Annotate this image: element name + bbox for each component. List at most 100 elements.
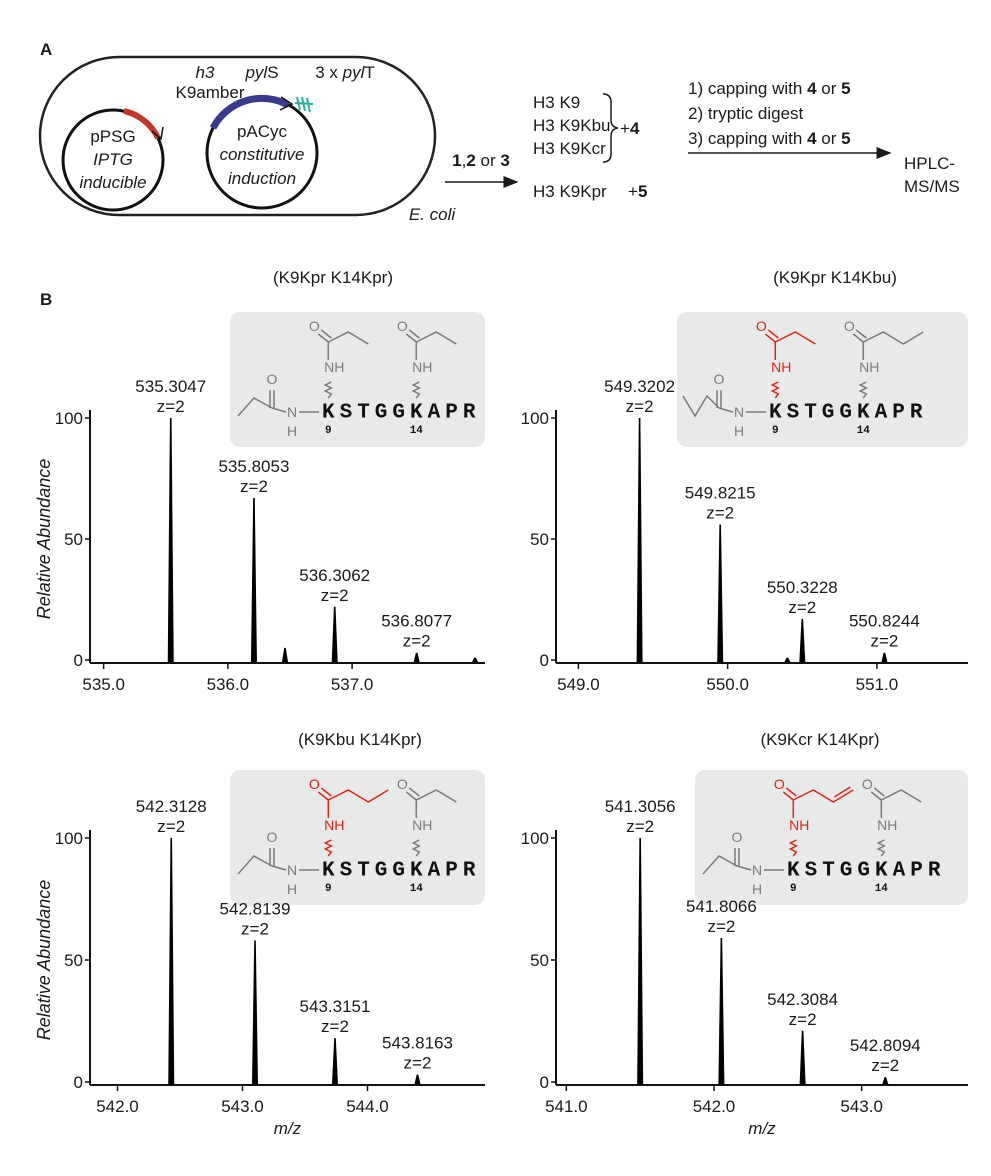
bond [764,329,779,343]
peak-label: 549.8215 [685,483,756,502]
bond [327,789,389,803]
atom-label: NH [859,359,879,375]
side-chain [411,839,421,857]
y-tick-label: 0 [74,651,83,670]
gene-part: 3 x [315,63,342,82]
y-tick-label: 50 [64,951,83,970]
peak [472,657,479,662]
step: 3) capping with 4 or 5 [688,129,851,148]
site-label: 9 [790,883,797,895]
plasmid-note: induction [228,169,296,188]
chart-title: (K9Kpr K14Kbu) [773,268,897,287]
gene-arc [209,94,290,130]
peak [413,652,420,662]
cap: +5 [628,182,647,201]
gene-label: K9amber [176,83,245,102]
atom-label: NH [412,359,432,375]
cell-outline [38,55,437,217]
gene-label: h3 [196,63,215,82]
peak-label: 536.3062 [299,566,370,585]
peak-label: 542.3128 [136,797,207,816]
atom-label: NH [877,817,897,833]
atom-label: O [862,776,873,792]
reagents: 1,2 or 3 [452,151,510,170]
gene-part: pyl [342,63,366,82]
plasmid-name: pPSG [90,127,135,146]
site-label: 9 [325,425,332,437]
product: H3 K9Kbu [533,116,611,135]
step-part: 4 [807,129,817,148]
gene-part: T [364,63,374,82]
brace [602,93,619,163]
x-tick-label: 544.0 [346,1097,389,1116]
atom-label: O [309,776,320,792]
charge-label: z=2 [321,1017,349,1036]
peak-label: 550.3228 [767,578,838,597]
peak-label: 536.8077 [381,612,452,631]
reagent: or [476,151,501,170]
charge-label: z=2 [870,632,898,651]
gene-part: S [267,63,278,82]
step-part: 4 [807,79,817,98]
x-axis-label: m/z [748,1119,776,1138]
x-tick-label: 541.0 [545,1097,588,1116]
side-chain [323,381,333,399]
atom-label: O [756,318,767,334]
y-tick-label: 50 [530,530,549,549]
bond [237,397,273,417]
step: 1) capping with 4 or 5 [688,79,851,98]
peak [881,652,888,662]
charge-label: z=2 [626,397,654,416]
bond [682,394,720,418]
bond [792,789,854,803]
x-axis-label: m/z [274,1119,302,1138]
inset-box [230,312,485,447]
bond [317,787,332,801]
peak [168,838,175,1084]
bond [833,786,851,798]
peak-label: 549.3202 [604,377,675,396]
bond [317,329,332,343]
x-tick-label: 550.0 [706,675,749,694]
gene-label: 3 x pylT [315,63,375,82]
atom-label: O [844,318,855,334]
chart-title: (K9Kbu K14Kpr) [298,730,422,749]
bond [880,789,922,803]
peak [252,940,258,1084]
product: H3 K9Kpr [533,182,607,201]
plasmid-note: constitutive [219,145,304,164]
bond [734,848,740,866]
step-part: 1) capping with [688,79,807,98]
charge-label: z=2 [789,1010,817,1029]
charge-label: z=2 [403,632,431,651]
reagent: 2 [466,151,475,170]
site-label: 14 [410,425,424,437]
charge-label: z=2 [788,598,816,617]
reagent: , [462,151,467,170]
x-tick-label: 543.0 [221,1097,264,1116]
step-part: 3) capping with [688,129,807,148]
panel-label: A [40,40,52,59]
atom-label: O [732,829,743,845]
sequence: KSTGGKAPR [787,860,945,883]
organism: E. coli [409,205,457,224]
side-chain [323,839,333,857]
product: H3 K9Kcr [533,139,606,158]
y-axis-label: Relative Abundance [34,459,54,619]
peak [717,524,724,662]
atom-label: H [734,423,744,439]
arrow-head [151,126,164,141]
y-tick-label: 100 [55,829,83,848]
atom-label: N [287,862,297,878]
detection: HPLC- [904,154,955,173]
y-axis-label: Relative Abundance [34,880,54,1040]
atom-label: O [774,776,785,792]
peak [636,418,643,662]
atom-label: H [287,881,297,897]
peak-label: 542.8139 [220,899,291,918]
bond [870,787,885,801]
y-tick-label: 0 [540,1073,549,1092]
atom-label: N [734,404,744,420]
peak-label: 535.8053 [219,457,290,476]
y-tick-label: 50 [64,530,83,549]
